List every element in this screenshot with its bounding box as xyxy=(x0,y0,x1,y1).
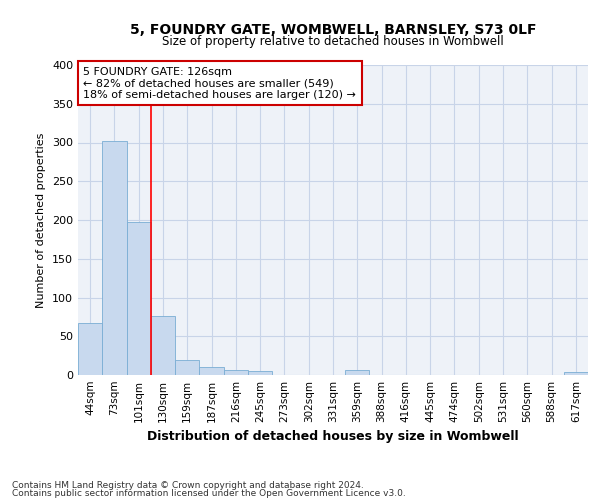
Bar xyxy=(127,222,151,375)
Bar xyxy=(224,370,248,375)
X-axis label: Distribution of detached houses by size in Wombwell: Distribution of detached houses by size … xyxy=(147,430,519,444)
Bar xyxy=(175,360,199,375)
Text: 5, FOUNDRY GATE, WOMBWELL, BARNSLEY, S73 0LF: 5, FOUNDRY GATE, WOMBWELL, BARNSLEY, S73… xyxy=(130,22,536,36)
Bar xyxy=(564,372,588,375)
Bar xyxy=(151,316,175,375)
Text: Size of property relative to detached houses in Wombwell: Size of property relative to detached ho… xyxy=(162,35,504,48)
Bar xyxy=(102,141,127,375)
Bar xyxy=(248,371,272,375)
Text: Contains public sector information licensed under the Open Government Licence v3: Contains public sector information licen… xyxy=(12,488,406,498)
Bar xyxy=(345,370,370,375)
Y-axis label: Number of detached properties: Number of detached properties xyxy=(37,132,46,308)
Bar xyxy=(78,323,102,375)
Text: 5 FOUNDRY GATE: 126sqm
← 82% of detached houses are smaller (549)
18% of semi-de: 5 FOUNDRY GATE: 126sqm ← 82% of detached… xyxy=(83,66,356,100)
Bar xyxy=(199,367,224,375)
Text: Contains HM Land Registry data © Crown copyright and database right 2024.: Contains HM Land Registry data © Crown c… xyxy=(12,481,364,490)
